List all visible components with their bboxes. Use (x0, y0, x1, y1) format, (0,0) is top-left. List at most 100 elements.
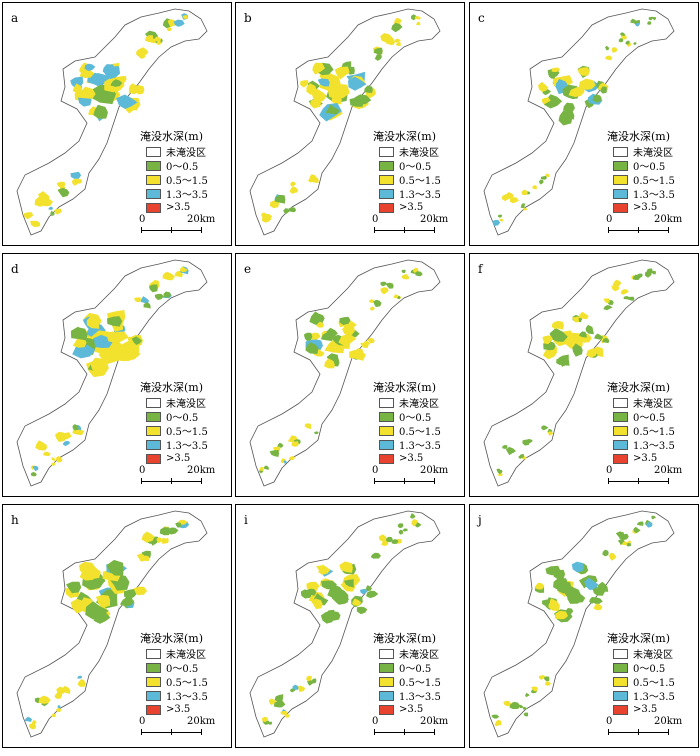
flood-patch (306, 83, 317, 95)
flood-patch (50, 210, 55, 216)
flood-patch (543, 676, 550, 682)
legend-item: 0.5～1.5 (613, 173, 698, 187)
legend-item: 未淹没区 (379, 647, 464, 661)
flood-patch (304, 333, 313, 341)
legend: 淹没水深(m) 未淹没区 0～0.5 0.5～1.5 1.3～3.5 >3.5 (373, 632, 464, 716)
flood-patch (523, 207, 528, 211)
region-outline (249, 8, 441, 236)
legend-item: 0.5～1.5 (613, 675, 698, 689)
legend: 淹没水深(m) 未淹没区 0～0.5 0.5～1.5 1.3～3.5 >3.5 (140, 381, 231, 465)
flood-patch (107, 316, 123, 327)
legend-swatch (613, 174, 628, 185)
flood-patch (154, 293, 164, 300)
flood-patch (354, 94, 372, 105)
flood-patch (646, 521, 653, 528)
flood-map-d (16, 259, 208, 487)
scale-bar: 0 20km (368, 465, 458, 495)
legend-item: 0.5～1.5 (146, 424, 231, 438)
flood-patch (23, 212, 34, 220)
scale-tick (374, 227, 375, 233)
flood-patch (57, 705, 61, 709)
legend-swatch (613, 439, 628, 450)
flood-patch (572, 343, 583, 357)
legend-swatch (379, 676, 394, 687)
legend-swatch (379, 411, 394, 422)
legend-label: >3.5 (399, 453, 424, 464)
flood-patch (131, 336, 142, 345)
flood-patch (374, 52, 382, 61)
map-panel-i: i 淹没水深(m) 未淹没区 0～0.5 0.5～1.5 1.3～3.5 >3.5 0 20km (235, 504, 465, 748)
legend-title: 淹没水深(m) (140, 632, 204, 645)
flood-patch (370, 306, 375, 311)
legend-item: 未淹没区 (379, 396, 464, 410)
flood-patch (523, 712, 529, 717)
legend-swatch (146, 704, 161, 715)
region-outline (16, 510, 208, 738)
flood-patch (573, 593, 586, 603)
flood-patch (274, 194, 286, 204)
flood-patch (586, 347, 598, 358)
flood-patch (394, 38, 401, 43)
flood-patch (525, 692, 530, 698)
flood-patch (578, 311, 589, 320)
flood-patch (156, 40, 162, 45)
flood-patch (343, 319, 357, 328)
flood-patch (571, 561, 584, 573)
flood-patch (619, 533, 629, 541)
flood-patch (541, 425, 549, 431)
scale-tick (404, 478, 405, 484)
flood-patch (39, 195, 53, 207)
flood-patch (633, 42, 637, 45)
flood-patch (116, 94, 138, 109)
legend: 淹没水深(m) 未淹没区 0～0.5 0.5～1.5 1.3～3.5 >3.5 (140, 632, 231, 716)
legend-item: 未淹没区 (146, 647, 231, 661)
flood-patch (48, 206, 53, 210)
flood-patch (589, 597, 597, 604)
flood-patch (163, 271, 175, 281)
flood-patch (385, 282, 394, 289)
scale-bar: 0 20km (602, 465, 692, 495)
panel-label: b (244, 11, 252, 25)
flood-patch (312, 62, 325, 75)
legend-item: 1.3～3.5 (379, 689, 464, 703)
scale-start-label: 0 (372, 465, 379, 476)
flood-patch (79, 69, 95, 78)
flood-patch (349, 349, 366, 361)
legend-item: 未淹没区 (146, 396, 231, 410)
scale-start-label: 0 (606, 214, 613, 225)
flood-patch (365, 585, 372, 592)
flood-patch (620, 32, 625, 36)
scale-bar: 0 20km (368, 716, 458, 746)
legend-swatch (379, 704, 394, 715)
legend-title: 淹没水深(m) (373, 381, 437, 394)
legend-label: 0～0.5 (166, 413, 199, 424)
flood-patch (602, 549, 609, 557)
legend-item: 0～0.5 (146, 661, 231, 675)
legend-swatch (613, 202, 628, 213)
legend-item: 0～0.5 (379, 410, 464, 424)
legend-swatch (146, 425, 161, 436)
flood-patch (79, 679, 85, 686)
flood-patch (300, 589, 313, 599)
scale-tick (374, 478, 375, 484)
flood-patch (310, 678, 317, 684)
scale-bar: 0 20km (135, 214, 225, 244)
flood-patch (108, 331, 129, 344)
legend-item: 1.3～3.5 (379, 438, 464, 452)
scale-end-label: 20km (654, 716, 683, 727)
flood-patch (543, 338, 550, 345)
flood-patch (314, 431, 319, 435)
flood-patch (540, 175, 547, 180)
legend-item: 未淹没区 (613, 396, 698, 410)
legend-swatch (379, 662, 394, 673)
legend-swatch (379, 453, 394, 464)
flood-patch (522, 706, 528, 710)
scale-tick (201, 729, 202, 735)
flood-patch (538, 81, 549, 92)
flood-patch (339, 316, 351, 325)
legend-label: 未淹没区 (166, 148, 206, 159)
flood-patch (592, 587, 606, 596)
scale-bar: 0 20km (135, 465, 225, 495)
flood-patch (585, 324, 594, 335)
scale-tick (608, 729, 609, 735)
